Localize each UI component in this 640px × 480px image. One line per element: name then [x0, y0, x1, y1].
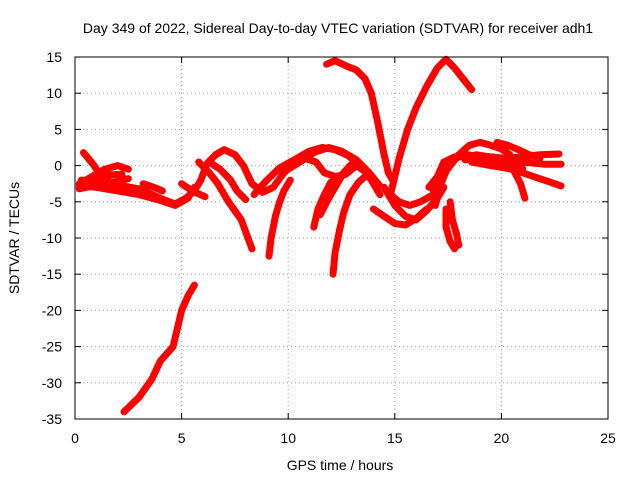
series-s5 — [80, 149, 139, 195]
series-s13 — [284, 144, 384, 190]
series-s6 — [75, 182, 198, 209]
series-s16 — [329, 173, 369, 278]
series-s30 — [493, 138, 544, 162]
y-tick-label: -35 — [42, 411, 62, 427]
series-s32 — [480, 158, 527, 172]
y-tick-label: -20 — [42, 302, 62, 318]
x-tick-label: 20 — [494, 430, 510, 446]
series-s33 — [120, 281, 198, 416]
series-s12 — [265, 176, 294, 260]
y-tick-label: 0 — [54, 158, 62, 174]
x-tick-label: 10 — [280, 430, 296, 446]
series-s15 — [316, 157, 360, 219]
y-tick-label: 5 — [54, 121, 62, 137]
series-s21 — [370, 205, 431, 229]
series-layer — [75, 55, 565, 416]
series-s14 — [310, 171, 345, 231]
y-tick-label: 15 — [46, 49, 62, 65]
y-axis-label: SDTVAR / TECUs — [6, 182, 22, 294]
series-s18 — [387, 55, 476, 199]
series-s17 — [323, 57, 397, 184]
y-tick-label: -10 — [42, 230, 62, 246]
series-s9 — [195, 158, 256, 253]
x-tick-label: 5 — [178, 430, 186, 446]
series-s10 — [205, 158, 250, 204]
y-tick-label: -15 — [42, 266, 62, 282]
x-tick-label: 25 — [600, 430, 616, 446]
x-axis-label: GPS time / hours — [287, 457, 394, 473]
y-tick-label: -25 — [42, 339, 62, 355]
series-s20 — [384, 185, 446, 209]
chart-title: Day 349 of 2022, Sidereal Day-to-day VTE… — [83, 20, 593, 36]
ticks-layer: 0 5 10 15 20 25 -35 -30 -25 -20 -15 -10 -5 0 5 10 15 — [42, 49, 616, 446]
series-s28 — [472, 150, 563, 162]
series-s26 — [446, 198, 463, 249]
y-tick-label: -30 — [42, 375, 62, 391]
x-tick-label: 0 — [71, 430, 79, 446]
x-tick-label: 15 — [387, 430, 403, 446]
series-s31 — [489, 153, 529, 202]
series-s8 — [178, 180, 209, 201]
y-tick-label: 10 — [46, 85, 62, 101]
y-tick-label: -5 — [50, 194, 63, 210]
series-s25 — [442, 205, 458, 253]
series-s7 — [139, 180, 166, 195]
